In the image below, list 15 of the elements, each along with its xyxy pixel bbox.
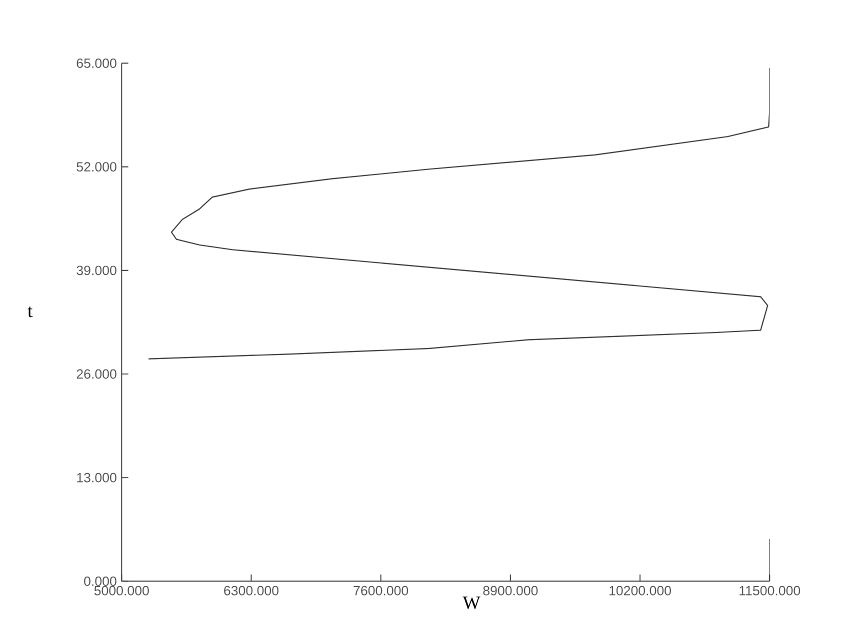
x-tick-label: 10200.000: [610, 586, 672, 596]
y-tick-label: 39.000: [76, 266, 116, 276]
y-tick-label: 13.000: [77, 472, 116, 482]
line-series: [148, 67, 770, 360]
x-tick-label: 7600.000: [354, 586, 408, 596]
y-tick-label: 26.000: [76, 369, 116, 379]
y-tick-label: 0.000: [84, 576, 116, 586]
x-tick-label: 5000.000: [94, 586, 149, 596]
x-tick-label: 6300.000: [224, 586, 279, 596]
x-tick-label: 8900.000: [483, 586, 538, 596]
y-tick-label: 52.000: [76, 162, 116, 172]
y-tick-label: 65.000: [76, 58, 116, 68]
y-axis-title: t: [28, 306, 33, 318]
x-tick-label: 11500.000: [740, 586, 800, 596]
x-axis-title: W: [462, 596, 480, 610]
